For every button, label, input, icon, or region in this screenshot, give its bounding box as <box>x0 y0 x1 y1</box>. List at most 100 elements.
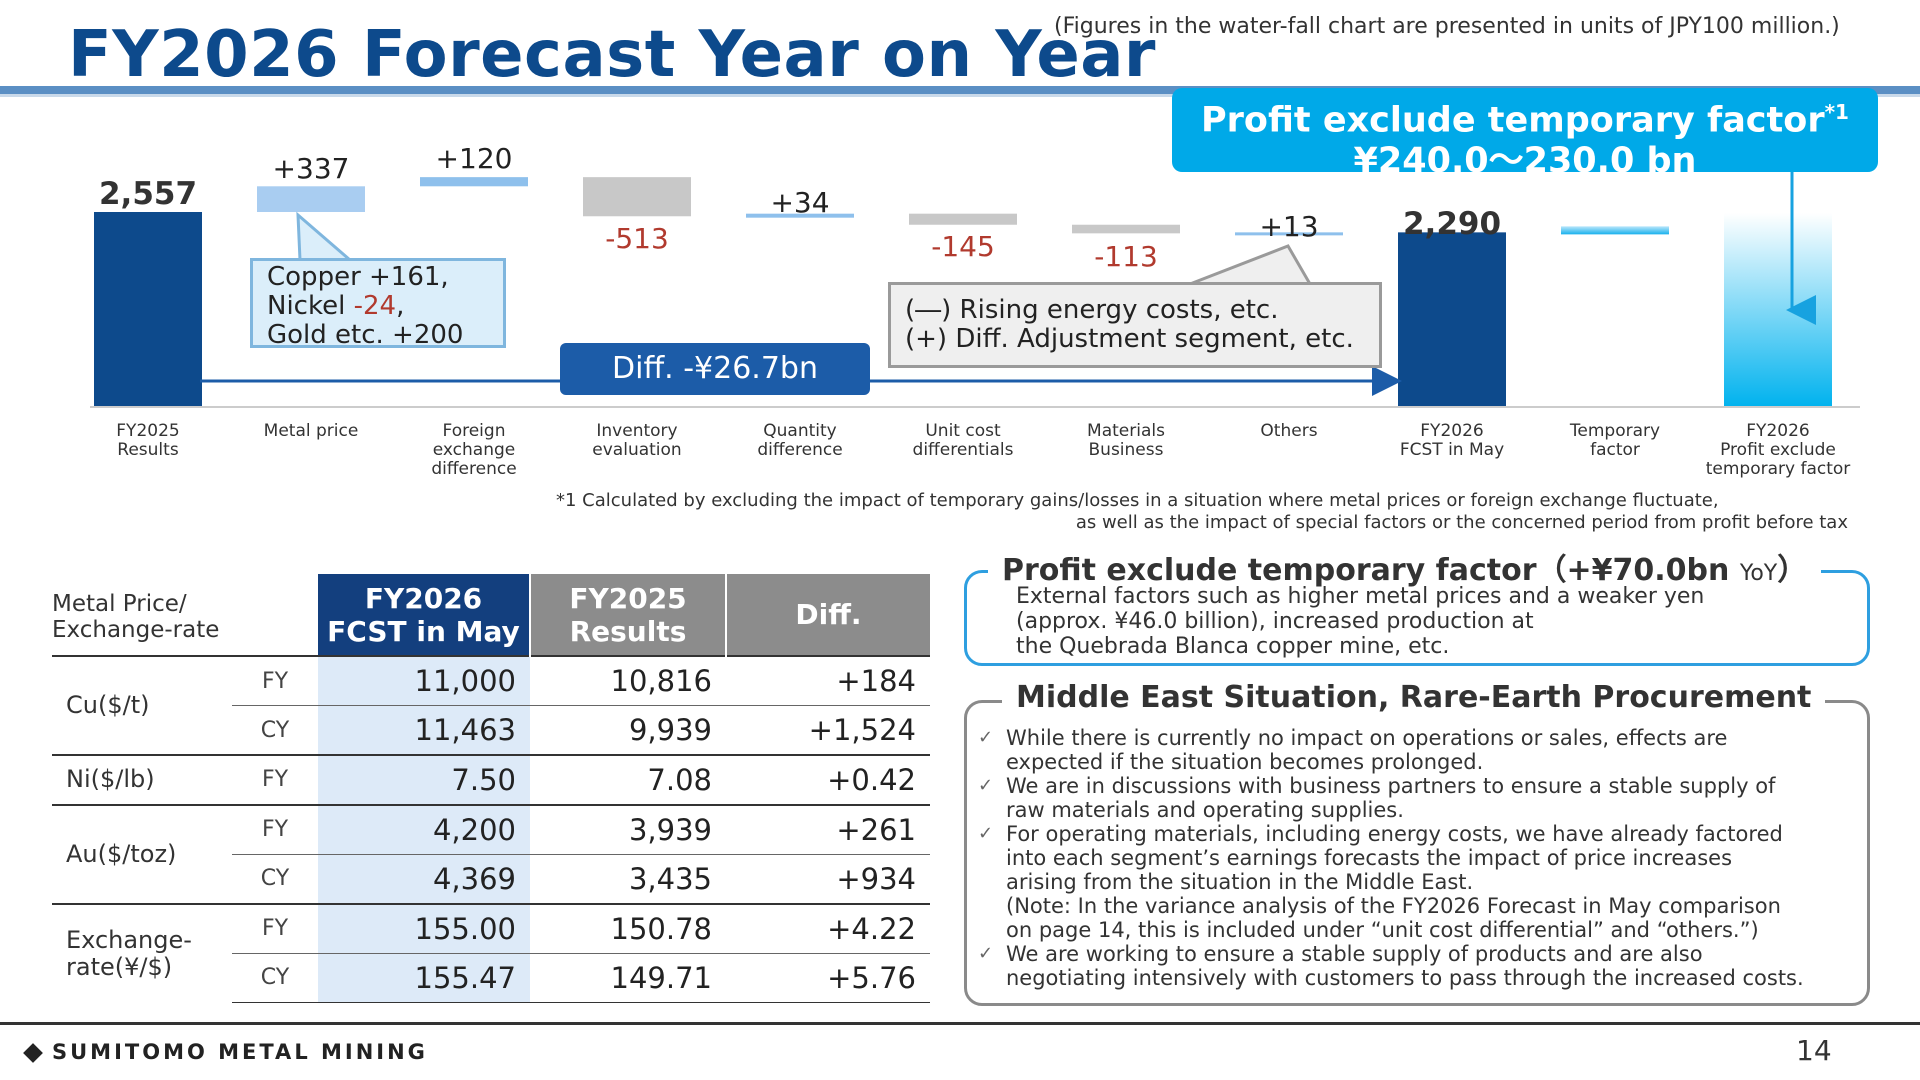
profit-callout: Profit exclude temporary factor*1 ¥240.0… <box>1172 88 1878 181</box>
nickel-comma: , <box>396 291 405 321</box>
footnote-line1: *1 Calculated by excluding the impact of… <box>556 490 1719 511</box>
callout-range: ¥240.0～230.0 bn <box>1353 140 1697 181</box>
list-item-line: (Note: In the variance analysis of the F… <box>1006 894 1781 918</box>
table-row: CY 4,369 3,435 +934 <box>52 853 930 904</box>
checkmark-icon: ✓ <box>978 943 994 964</box>
col-diff-header: Diff. <box>726 574 930 656</box>
category-label: Temporary factor <box>1569 421 1661 460</box>
diff-cell: +261 <box>726 803 930 854</box>
list-item: ✓ We are in discussions with business par… <box>978 774 1858 822</box>
list-item-line: arising from the situation in the Middle… <box>1006 870 1474 894</box>
fcst-cell: 7.50 <box>318 754 530 805</box>
profit-summary-title: Profit exclude temporary factor（+¥70.0bn… <box>988 545 1822 589</box>
fcst-cell: 155.00 <box>318 902 530 953</box>
fcst-cell: 4,200 <box>318 803 530 854</box>
footer-rule <box>0 1022 1920 1025</box>
bar-profit-exclude <box>1724 213 1832 407</box>
diff-cell: +1,524 <box>726 705 930 755</box>
gold-text: Gold etc. +200 <box>267 320 464 350</box>
table-row: CY 11,463 9,939 +1,524 <box>52 705 930 755</box>
value-label: 2,557 <box>98 176 198 212</box>
period-cell: FY <box>232 803 318 854</box>
bar-foreign-exchange-difference <box>420 177 528 187</box>
category-label: Inventory evaluation <box>592 421 682 460</box>
company-logo-text: SUMITOMO METAL MINING <box>52 1040 428 1064</box>
period-cell: CY <box>232 705 318 755</box>
middle-east-list: ✓ While there is currently no impact on o… <box>978 726 1858 990</box>
row-group-label: Exchange- rate(¥/$) <box>52 902 232 1003</box>
bar-others <box>1235 232 1343 236</box>
callout-footnote-mark: *1 <box>1824 100 1849 124</box>
profit-summary-title-yoy: YoY <box>1739 561 1778 586</box>
profit-summary-text: External factors such as higher metal pr… <box>1016 584 1704 659</box>
list-item-line: raw materials and operating supplies. <box>1006 798 1404 822</box>
list-item-line: on page 14, this is included under “unit… <box>1006 918 1759 942</box>
bubble-metal-pointer <box>296 211 351 262</box>
row-group-label: Au($/toz) <box>52 803 232 904</box>
value-label: +337 <box>272 152 350 185</box>
adjustment-text: (+) Diff. Adjustment segment, etc. <box>905 324 1354 354</box>
results-cell: 9,939 <box>530 705 726 755</box>
table-row: Au($/toz) FY 4,200 3,939 +261 <box>52 803 930 904</box>
title-rule <box>0 86 1920 94</box>
results-cell: 3,939 <box>530 803 726 854</box>
results-cell: 7.08 <box>530 754 726 805</box>
col-results-header: FY2025 Results <box>530 574 727 656</box>
bar-fy2025-results <box>94 212 202 407</box>
list-item-line: We are working to ensure a stable supply… <box>1006 942 1703 966</box>
nickel-value: -24 <box>353 291 397 321</box>
checkmark-icon: ✓ <box>978 823 994 844</box>
metal-price-breakdown: Copper +161, Nickel -24, Gold etc. +200 <box>250 258 506 350</box>
table-row: Cu($/t) FY 11,000 10,816 +184 <box>52 655 930 755</box>
results-cell: 150.78 <box>530 902 726 953</box>
copper-text: Copper +161, <box>267 262 449 292</box>
results-cell: 3,435 <box>530 853 726 904</box>
value-label: 2,290 <box>1402 206 1502 242</box>
diff-cell: +5.76 <box>726 952 930 1003</box>
metal-price-table: Metal Price/ Exchange-rate FY2026 FCST i… <box>52 574 930 1003</box>
list-item: ✓ We are working to ensure a stable suppl… <box>978 942 1858 990</box>
nickel-text: Nickel <box>267 291 354 321</box>
list-item-line: We are in discussions with business part… <box>1006 774 1776 798</box>
profit-summary-title-main: Profit exclude temporary factor（+¥70.0bn <box>1002 553 1740 588</box>
list-item: ✓ For operating materials, including ener… <box>978 822 1858 942</box>
table-row: CY 155.47 149.71 +5.76 <box>52 952 930 1003</box>
list-item-line: expected if the situation becomes prolon… <box>1006 750 1484 774</box>
category-label: Others <box>1260 421 1318 441</box>
page-title: FY2026 Forecast Year on Year <box>68 18 1156 92</box>
units-note: (Figures in the water-fall chart are pre… <box>1054 14 1840 39</box>
value-label: +34 <box>770 186 830 219</box>
energy-costs-text: (―) Rising energy costs, etc. <box>905 295 1279 325</box>
list-item-line: negotiating intensively with customers t… <box>1006 966 1804 990</box>
logo-mark-icon <box>23 1043 43 1063</box>
table-row: Ni($/lb) FY 7.50 7.08 +0.42 <box>52 754 930 805</box>
category-label: Foreign exchange difference <box>431 421 517 479</box>
category-label: Quantity difference <box>757 421 843 460</box>
profit-summary-title-end: ） <box>1777 553 1808 588</box>
list-item-line: While there is currently no impact on op… <box>1006 726 1728 750</box>
table-header-label: Metal Price/ Exchange-rate <box>52 591 220 643</box>
checkmark-icon: ✓ <box>978 775 994 796</box>
bar-metal-price <box>257 186 365 212</box>
row-group-label: Ni($/lb) <box>52 754 232 805</box>
fcst-cell: 11,463 <box>318 705 530 755</box>
category-label: FY2025 Results <box>116 421 180 460</box>
checkmark-icon: ✓ <box>978 727 994 748</box>
row-group-label: Cu($/t) <box>52 655 232 755</box>
bar-temporary-factor <box>1561 226 1669 235</box>
profit-summary-line: External factors such as higher metal pr… <box>1016 584 1705 609</box>
category-label: Unit cost differentials <box>912 421 1014 460</box>
bar-unit-cost-differentials <box>909 213 1017 225</box>
diff-label: Diff. -¥26.7bn <box>560 343 870 395</box>
fcst-cell: 11,000 <box>318 655 530 706</box>
value-label: -145 <box>931 230 995 263</box>
list-item-line: For operating materials, including energ… <box>1006 822 1783 846</box>
middle-east-title: Middle East Situation, Rare-Earth Procur… <box>1002 680 1826 715</box>
table-row: Exchange- rate(¥/$) FY 155.00 150.78 +4.22 <box>52 902 930 1003</box>
value-label: +120 <box>435 142 513 175</box>
fcst-cell: 4,369 <box>318 853 530 904</box>
diff-cell: +184 <box>726 655 930 706</box>
list-item-line: into each segment’s earnings forecasts t… <box>1006 846 1733 870</box>
category-label: Metal price <box>263 421 359 441</box>
company-logo: SUMITOMO METAL MINING <box>23 1040 428 1064</box>
